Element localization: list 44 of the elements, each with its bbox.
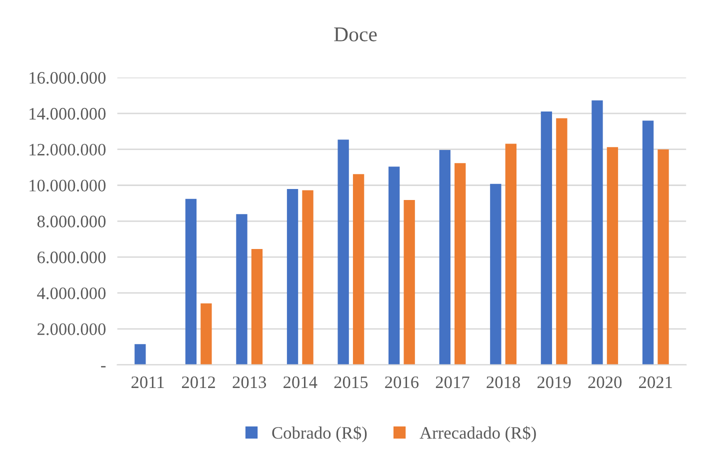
x-tick-label: 2021: [639, 376, 672, 388]
bar: [251, 248, 263, 365]
y-tick-label: 4.000.000: [37, 287, 106, 300]
bar: [302, 190, 314, 365]
x-tick-label: 2018: [486, 376, 520, 388]
x-tick-label: 2020: [588, 376, 622, 388]
bar: [658, 149, 669, 365]
legend-label: Cobrado (R$): [272, 426, 367, 442]
y-tick-label: 10.000.000: [30, 180, 106, 192]
bar: [404, 200, 415, 365]
bar: [540, 111, 552, 365]
y-tick-label: 14.000.000: [30, 108, 106, 120]
bar: [606, 147, 618, 365]
bar: [490, 184, 502, 365]
x-tick-label: 2013: [232, 376, 266, 388]
x-tick-label: 2016: [385, 376, 419, 388]
bar: [556, 118, 568, 365]
chart-title: Doce: [334, 28, 377, 42]
bar: [505, 144, 516, 365]
bar: [439, 150, 450, 365]
bar: [352, 174, 364, 365]
bar: [286, 189, 298, 365]
x-tick-label: 2015: [334, 376, 368, 388]
y-tick-label: 2.000.000: [38, 323, 106, 336]
bar: [338, 140, 349, 365]
bar: [642, 120, 654, 365]
y-tick-label: 8.000.000: [37, 216, 106, 228]
y-tick-label: -: [101, 366, 106, 368]
bar: [454, 163, 466, 365]
y-tick-label: 16.000.000: [30, 72, 106, 84]
bar: [236, 214, 248, 365]
bar: [200, 303, 212, 365]
bar: [134, 344, 146, 365]
x-tick-label: 2014: [284, 376, 318, 388]
x-tick-label: 2017: [436, 376, 470, 388]
bar: [592, 100, 603, 365]
x-tick-label: 2019: [537, 376, 571, 388]
bar: [185, 198, 197, 365]
y-tick-label: 6.000.000: [38, 252, 106, 264]
x-tick-label: 2011: [132, 376, 164, 388]
legend-label: Arrecadado (R$): [420, 426, 536, 442]
bar: [388, 166, 400, 365]
y-tick-label: 12.000.000: [30, 144, 106, 156]
x-tick-label: 2012: [182, 376, 215, 388]
